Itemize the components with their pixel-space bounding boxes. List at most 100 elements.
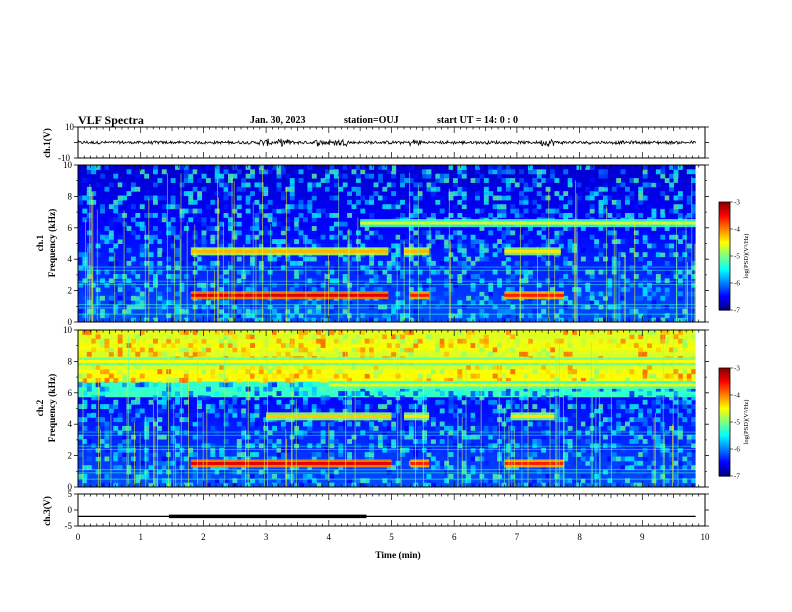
spectrogram-cell [78, 452, 83, 457]
spectrogram-cell [598, 317, 604, 323]
spectrogram-cell [311, 386, 317, 392]
spectrogram-cell [320, 178, 326, 183]
spectrogram-cell [452, 347, 458, 353]
spectrogram-cell [554, 239, 560, 244]
spectrogram-cell [227, 178, 233, 183]
spectrogram-cell [527, 265, 533, 271]
spectrogram-cell [616, 412, 622, 418]
spectrogram-cell [448, 425, 454, 431]
spectrogram-cell [236, 269, 242, 275]
spectrogram-cell [532, 278, 538, 284]
spectrogram-cell [400, 408, 405, 414]
spectrogram-cell [554, 265, 560, 271]
spectrogram-cell [236, 447, 242, 453]
spectrogram-cell [267, 256, 273, 262]
station-label: station=OUJ [344, 115, 399, 126]
spectrogram-cell [214, 169, 220, 175]
spectrogram-cell [660, 165, 666, 170]
spectrogram-cell [254, 412, 260, 418]
spectrogram-cell [285, 208, 291, 214]
spectrogram-cell [263, 373, 269, 379]
spectrogram-cell [541, 204, 547, 210]
spectrogram-cell [157, 291, 163, 297]
spectrogram-cell [197, 482, 203, 488]
spectrogram-cell [677, 230, 683, 236]
spectrogram-cell [183, 417, 189, 423]
spectrogram-cell [607, 404, 613, 409]
spectrogram-cell [647, 282, 652, 288]
spectrogram-cell [342, 399, 348, 405]
spectrogram-cell [558, 212, 564, 218]
spectrogram-cell [236, 408, 242, 414]
spectrogram-cell [391, 204, 397, 210]
spectrogram-cell [258, 478, 264, 484]
spectrogram-cell [475, 256, 480, 262]
spectrogram-cell [232, 208, 238, 214]
spectrogram-cell [400, 386, 405, 392]
spectrogram-cell [488, 443, 494, 449]
spectrogram-cell [302, 430, 308, 436]
spectrogram-cell [589, 204, 595, 210]
spectrogram-cell [108, 373, 114, 379]
spectrogram-cell [505, 330, 511, 335]
spectrogram-cell [135, 399, 141, 405]
spectrogram-cell [400, 430, 405, 436]
spectrogram-cell [223, 391, 229, 396]
spectrogram-cell [554, 234, 560, 240]
spectrogram-cell [82, 278, 88, 284]
spectrogram-cell [122, 373, 128, 379]
spectrogram-cell [250, 330, 255, 335]
spectrogram-cell [510, 465, 516, 471]
spectrogram-cell [320, 430, 326, 436]
spectrogram-cell [245, 182, 251, 188]
spectrogram-cell [382, 421, 388, 427]
spectrogram-cell [311, 226, 317, 231]
spectrogram-cell [633, 443, 639, 449]
spectrogram-cell [122, 212, 128, 218]
spectrogram-cell [580, 473, 586, 479]
spectrogram-cell [161, 395, 167, 401]
spectrogram-cell [497, 204, 502, 210]
spectrogram-cell [78, 417, 83, 423]
spectrogram-cell [369, 256, 375, 262]
spectrogram-cell [157, 417, 163, 423]
spectrogram-cell [298, 199, 304, 205]
spectrogram-cell [501, 208, 507, 214]
spectrogram-background-band [78, 286, 705, 292]
spectrogram-cell [113, 404, 119, 409]
spectrogram-cell [638, 330, 644, 335]
spectrogram-cell [369, 260, 375, 266]
spectrogram-cell [651, 278, 657, 284]
spectrogram-cell [333, 439, 339, 444]
spectrogram-cell [197, 282, 203, 288]
spectrogram-cell [448, 191, 454, 197]
spectrogram-cell [205, 404, 211, 409]
spectrogram-cell [422, 482, 428, 488]
spectrogram-background-band [78, 369, 705, 374]
colorbar-segment [719, 407, 730, 410]
spectrogram-cell [620, 447, 626, 453]
spectrogram-cell [78, 473, 83, 479]
colorbar-segment [719, 418, 730, 421]
spectrogram-cell [625, 377, 630, 383]
spectrogram-cell [457, 173, 463, 179]
spectrogram-cell [170, 317, 176, 323]
spectrogram-cell [157, 369, 163, 375]
spectrogram-cell [298, 221, 304, 227]
spectrogram-cell [311, 195, 317, 201]
spectrogram-cell [642, 291, 648, 297]
spectrogram-cell [545, 421, 551, 427]
spectrogram-cell [267, 456, 273, 462]
spectrogram-cell [585, 165, 591, 170]
spectrogram-cell [422, 212, 428, 218]
spectrogram-cell [488, 191, 494, 197]
spectrogram-cell [422, 430, 428, 436]
spectrogram-cell [629, 369, 635, 375]
spectrogram-cell [201, 221, 207, 227]
spectrogram-cell [170, 460, 176, 466]
spectrogram-cell [435, 408, 441, 414]
spectrogram-cell [197, 478, 203, 484]
spectrogram-cell [342, 334, 348, 340]
spectrogram-cell [311, 182, 317, 188]
spectrogram-cell [691, 434, 697, 440]
